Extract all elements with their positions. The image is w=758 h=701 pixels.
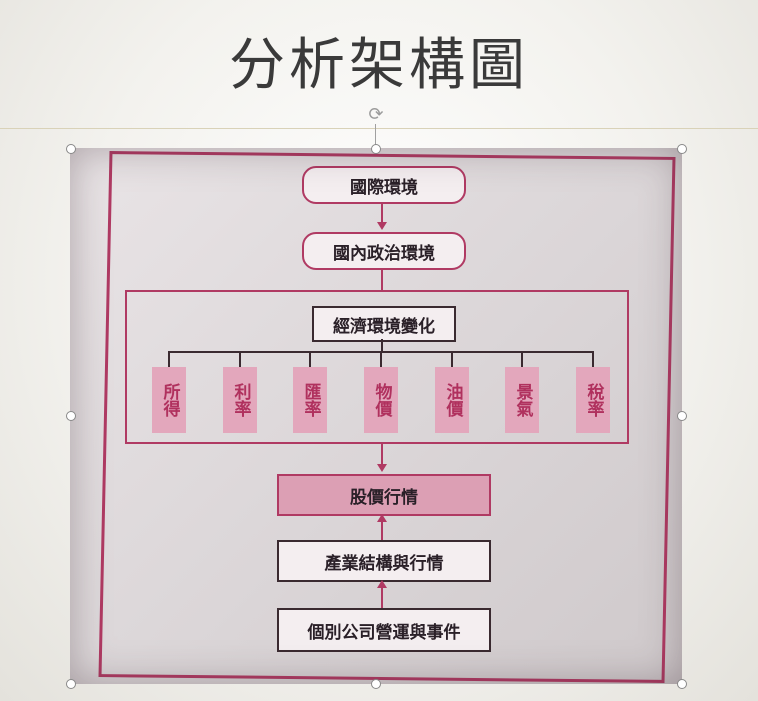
slide-title[interactable]: 分析架構圖 bbox=[229, 33, 529, 98]
rotate-icon[interactable]: ⟳ bbox=[368, 104, 384, 125]
arrow-up-icon bbox=[377, 514, 387, 522]
factor-oil-price: 油價 bbox=[435, 367, 469, 433]
resize-handle-top[interactable] bbox=[371, 144, 381, 154]
factor-income: 所得 bbox=[152, 367, 186, 433]
connector bbox=[521, 351, 523, 367]
resize-handle-top-left[interactable] bbox=[66, 144, 76, 154]
connector bbox=[381, 442, 383, 464]
arrow-up-icon bbox=[377, 580, 387, 588]
resize-handle-bottom[interactable] bbox=[371, 679, 381, 689]
node-international: 國際環境 bbox=[302, 166, 466, 204]
photo-vignette bbox=[70, 148, 682, 684]
factor-business-cycle: 景氣 bbox=[505, 367, 539, 433]
arrow-down-icon bbox=[377, 464, 387, 472]
resize-handle-top-right[interactable] bbox=[677, 144, 687, 154]
resize-handle-left[interactable] bbox=[66, 411, 76, 421]
resize-handle-bottom-right[interactable] bbox=[677, 679, 687, 689]
connector bbox=[168, 351, 170, 367]
arrow-down-icon bbox=[377, 222, 387, 230]
node-industry: 產業結構與行情 bbox=[277, 540, 491, 582]
connector bbox=[380, 351, 382, 367]
connector bbox=[381, 202, 383, 224]
factor-exchange-rate: 匯率 bbox=[293, 367, 327, 433]
factor-prices: 物價 bbox=[364, 367, 398, 433]
connector bbox=[239, 351, 241, 367]
resize-handle-right[interactable] bbox=[677, 411, 687, 421]
connector bbox=[381, 520, 383, 540]
resize-handle-bottom-left[interactable] bbox=[66, 679, 76, 689]
node-domestic-politics: 國內政治環境 bbox=[302, 232, 466, 270]
factor-interest-rate: 利率 bbox=[223, 367, 257, 433]
diagram-photo[interactable]: 國際環境 國內政治環境 經濟環境變化 所得 利率 匯率 物價 油價 景氣 稅率 … bbox=[70, 148, 682, 684]
connector bbox=[381, 268, 383, 290]
connector bbox=[592, 351, 594, 367]
connector bbox=[309, 351, 311, 367]
connector bbox=[381, 586, 383, 608]
rotate-handle-stem bbox=[375, 124, 376, 148]
title-divider bbox=[0, 128, 758, 129]
node-company: 個別公司營運與事件 bbox=[277, 608, 491, 652]
factor-tax-rate: 稅率 bbox=[576, 367, 610, 433]
economy-frame bbox=[125, 290, 629, 444]
connector bbox=[381, 339, 383, 351]
node-economy: 經濟環境變化 bbox=[312, 306, 456, 342]
connector bbox=[451, 351, 453, 367]
